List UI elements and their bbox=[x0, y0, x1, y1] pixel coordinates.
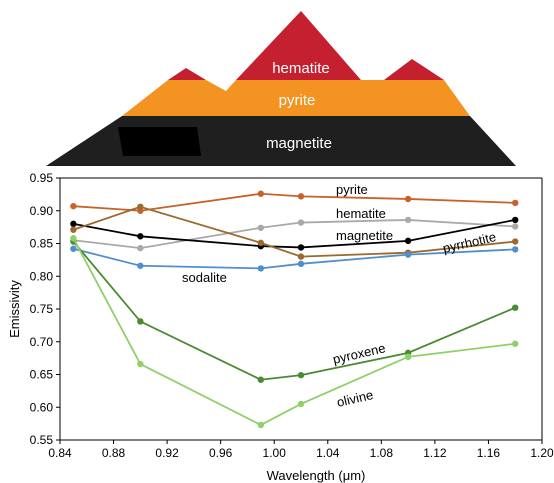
pyrite-point bbox=[70, 202, 77, 210]
pyrrhotite-point bbox=[137, 203, 144, 211]
pyrrhotite-point bbox=[512, 238, 519, 245]
olivine-point bbox=[404, 353, 412, 361]
hematite-series-label: hematite bbox=[336, 206, 386, 221]
x-tick-label: 0.96 bbox=[209, 446, 233, 460]
sodalite-line bbox=[73, 247, 516, 270]
hematite-layer-peak bbox=[236, 11, 361, 80]
magnetite-point bbox=[512, 216, 519, 224]
pyrite-label: pyrite bbox=[279, 92, 316, 109]
x-tick-label: 1.16 bbox=[477, 446, 501, 460]
pyroxene-point bbox=[137, 318, 144, 325]
olivine-point bbox=[297, 400, 305, 408]
pyrite-series-label: pyrite bbox=[336, 182, 368, 197]
pyrrhotite-line bbox=[73, 205, 516, 258]
x-tick-label: 1.12 bbox=[423, 446, 447, 460]
y-tick-label: 0.55 bbox=[30, 433, 54, 447]
hematite-layer bbox=[168, 68, 206, 80]
olivine-series-label: olivine bbox=[335, 387, 374, 410]
olivine-line bbox=[72, 237, 516, 426]
layer-diagram: hematite pyrite magnetite bbox=[46, 11, 516, 166]
magnetite-point bbox=[297, 244, 305, 251]
magnetite-point bbox=[404, 237, 412, 245]
y-tick-label: 0.60 bbox=[30, 400, 54, 414]
x-tick-label: 0.88 bbox=[102, 446, 126, 460]
hematite-layer-right bbox=[384, 59, 444, 80]
x-tick-label: 0.92 bbox=[155, 446, 179, 460]
sodalite-point bbox=[70, 245, 77, 252]
x-axis-label: Wavelength (μm) bbox=[267, 468, 366, 483]
pyrrhotite-point bbox=[70, 226, 77, 233]
sodalite-series-label: sodalite bbox=[182, 270, 227, 285]
sodalite-point bbox=[404, 251, 412, 258]
magnetite-inclusion bbox=[118, 127, 201, 156]
hematite-line bbox=[73, 219, 516, 249]
y-tick-label: 0.90 bbox=[30, 204, 54, 218]
magnetite-label: magnetite bbox=[266, 135, 332, 152]
x-tick-label: 1.08 bbox=[370, 446, 394, 460]
emissivity-chart: 0.84 0.88 0.92 0.96 1.00 1.04 1.08 1.12 1.16 1.20… bbox=[7, 171, 554, 483]
pyrite-point bbox=[257, 190, 265, 197]
hematite-point bbox=[137, 244, 144, 252]
sodalite-point bbox=[512, 246, 519, 253]
hematite-point bbox=[404, 216, 412, 224]
olivine-point bbox=[257, 421, 265, 429]
x-tick-label: 0.84 bbox=[48, 446, 72, 460]
pyroxene-point bbox=[512, 304, 519, 311]
y-tick-label: 0.65 bbox=[30, 368, 54, 382]
pyroxene-line bbox=[72, 240, 516, 381]
pyrite-point bbox=[297, 193, 305, 200]
hematite-label: hematite bbox=[272, 60, 330, 77]
magnetite-series-label: magnetite bbox=[336, 228, 393, 243]
hematite-point bbox=[257, 224, 265, 231]
pyrrhotite-point bbox=[297, 253, 305, 260]
pyrite-point bbox=[404, 195, 412, 203]
olivine-point bbox=[137, 360, 144, 368]
y-tick-label: 0.95 bbox=[30, 171, 54, 185]
x-tick-label: 1.04 bbox=[316, 446, 340, 460]
pyroxene-point bbox=[257, 376, 265, 383]
pyroxene-point bbox=[297, 371, 305, 379]
hematite-point bbox=[297, 219, 305, 226]
sodalite-point bbox=[137, 262, 144, 269]
magnetite-point bbox=[137, 233, 144, 240]
sodalite-point bbox=[297, 260, 305, 268]
x-tick-label: 1.00 bbox=[263, 446, 287, 460]
hematite-point bbox=[512, 223, 519, 230]
y-tick-label: 0.80 bbox=[30, 269, 54, 283]
olivine-point bbox=[512, 340, 519, 347]
pyrite-point bbox=[512, 199, 519, 207]
magnetite-line bbox=[73, 219, 516, 249]
y-tick-label: 0.75 bbox=[30, 302, 54, 316]
y-tick-label: 0.85 bbox=[30, 237, 54, 251]
x-tick-label: 1.20 bbox=[530, 446, 554, 460]
pyrrhotite-point bbox=[257, 239, 265, 247]
sodalite-point bbox=[257, 265, 265, 272]
y-tick-label: 0.70 bbox=[30, 335, 54, 349]
olivine-point bbox=[70, 235, 77, 242]
magnetite-point bbox=[70, 220, 77, 228]
y-axis-label: Emissivity bbox=[7, 280, 22, 338]
pyrite-layer bbox=[122, 80, 470, 116]
